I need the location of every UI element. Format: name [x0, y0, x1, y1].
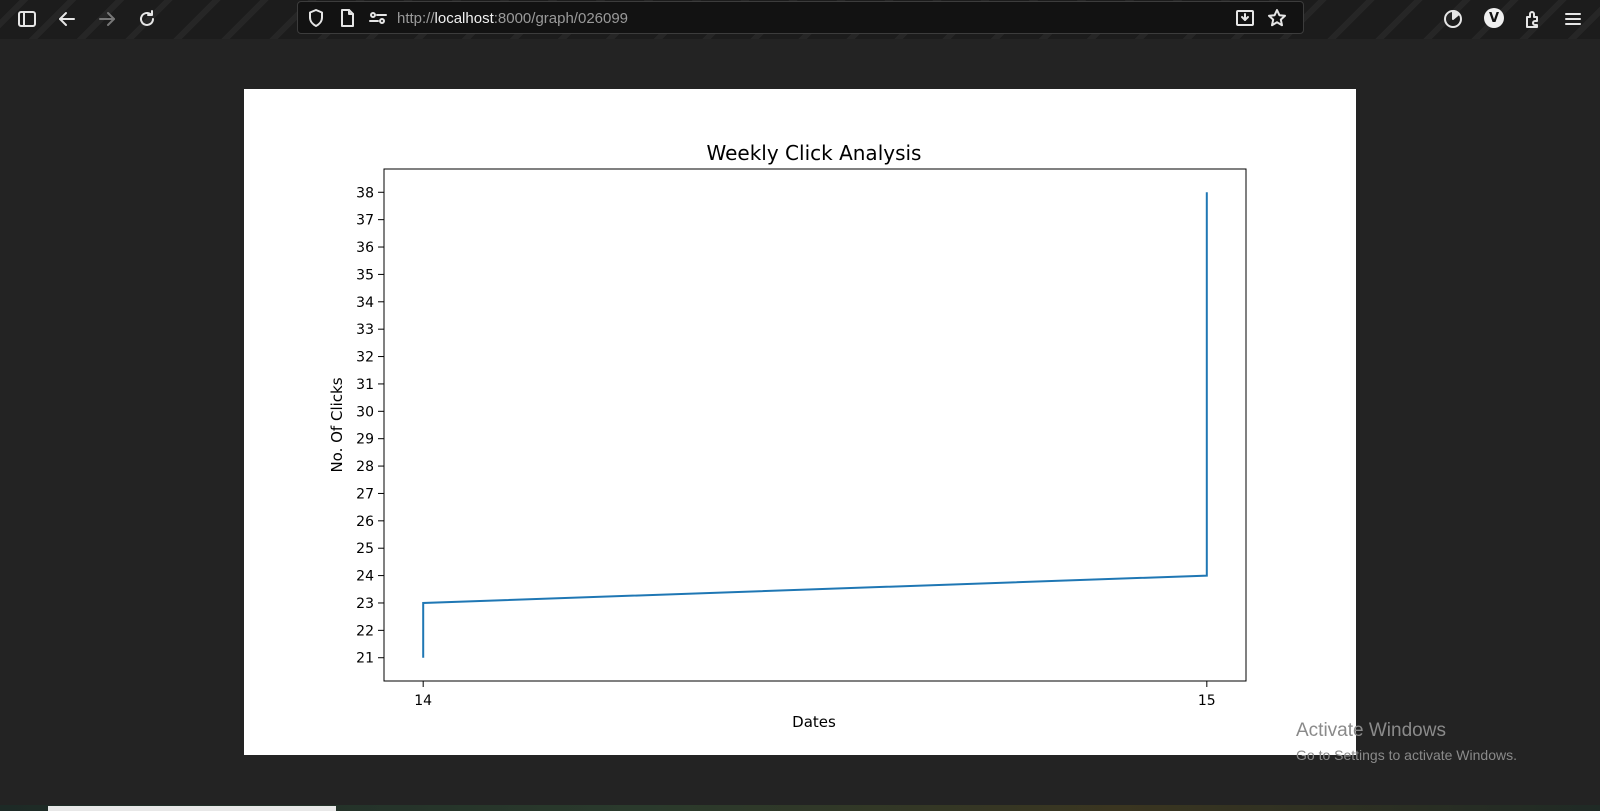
series-line [422, 192, 1208, 658]
y-tick-label: 35 [356, 267, 374, 283]
y-tick-label: 36 [356, 240, 374, 256]
x-axis-label: Dates [792, 713, 836, 731]
y-tick-label: 24 [356, 569, 374, 585]
y-tick-label: 27 [356, 486, 374, 502]
extensions-icon[interactable] [1519, 5, 1547, 33]
y-tick-label: 31 [356, 377, 374, 393]
x-tick-label: 15 [1198, 693, 1216, 709]
plot-area [383, 168, 1247, 682]
chart-figure: Weekly Click Analysis 21 22 23 24 25 26 27 28 29… [244, 89, 1356, 755]
y-tick-label: 28 [356, 459, 374, 475]
taskbar-window-tab[interactable] [48, 806, 336, 811]
shield-icon[interactable] [302, 4, 330, 32]
line-chart: Weekly Click Analysis 21 22 23 24 25 26 27 28 29… [328, 141, 1247, 731]
chart-title: Weekly Click Analysis [707, 141, 922, 165]
permissions-icon[interactable] [364, 4, 392, 32]
y-axis-label: No. Of Clicks [328, 377, 346, 472]
y-tick-label: 22 [356, 623, 374, 639]
y-tick-label: 38 [356, 185, 374, 201]
back-icon[interactable] [53, 5, 81, 33]
url-text[interactable]: http://localhost:8000/graph/026099 [397, 10, 629, 27]
activate-windows-title: Activate Windows [1296, 720, 1446, 741]
menu-icon[interactable] [1559, 5, 1587, 33]
sidebar-icon[interactable] [13, 5, 41, 33]
x-tick-label: 14 [414, 693, 432, 709]
y-tick-label: 26 [356, 514, 374, 530]
y-tick-label: 25 [356, 541, 374, 557]
y-tick-label: 21 [356, 651, 374, 667]
y-tick-label: 33 [356, 322, 374, 338]
forward-icon[interactable] [93, 5, 121, 33]
y-tick-label: 30 [356, 404, 374, 420]
activate-windows-subtitle: Go to Settings to activate Windows. [1296, 747, 1517, 763]
extension-timer-icon[interactable] [1439, 5, 1467, 33]
bookmark-star-icon[interactable] [1263, 4, 1291, 32]
y-tick-label: 37 [356, 213, 374, 229]
profile-avatar[interactable]: V [1484, 8, 1504, 28]
reload-icon[interactable] [133, 5, 161, 33]
taskbar [0, 805, 1600, 811]
url-bar[interactable]: http://localhost:8000/graph/026099 [297, 1, 1304, 34]
y-tick-label: 23 [356, 596, 374, 612]
y-tick-label: 29 [356, 432, 374, 448]
browser-toolbar: http://localhost:8000/graph/026099 V [0, 0, 1600, 39]
save-to-pocket-icon[interactable] [1231, 4, 1259, 32]
y-tick-label: 32 [356, 350, 374, 366]
y-tick-label: 34 [356, 295, 374, 311]
page-icon[interactable] [333, 4, 361, 32]
